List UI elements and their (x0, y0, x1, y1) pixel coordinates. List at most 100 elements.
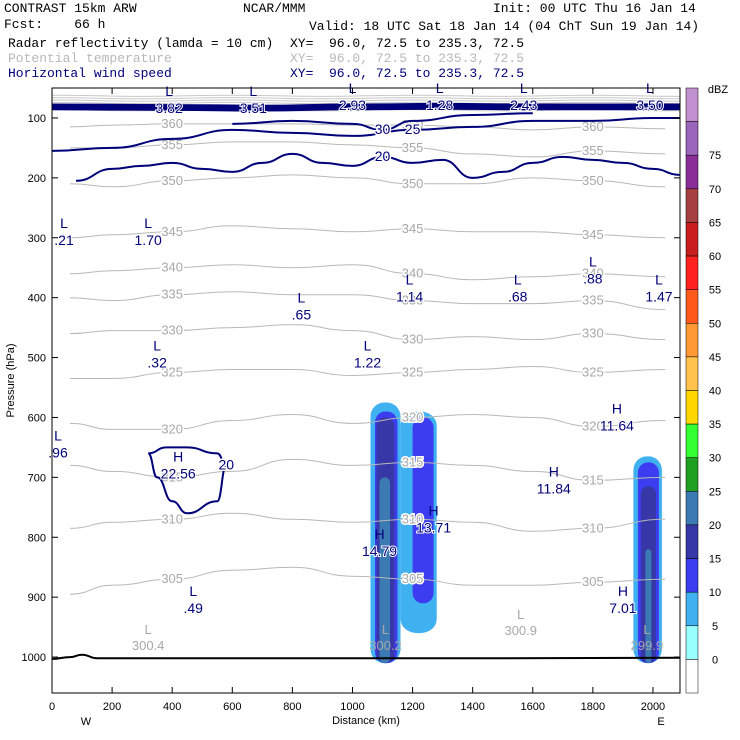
colorbar-swatch (685, 87, 699, 122)
theta-extremum-marker: L (382, 622, 389, 637)
extremum-marker: H (374, 526, 384, 542)
x-tick-label: 0 (49, 701, 55, 713)
valid-time: Valid: 18 UTC Sat 18 Jan 14 (04 ChT Sun … (309, 19, 700, 34)
theta-contour-label: 335 (161, 287, 183, 302)
wind-layer: 20 25 30 20 (51, 102, 681, 515)
theta-contour-label: 350 (582, 173, 604, 188)
theta-contour-label: 330 (161, 323, 183, 338)
center-name: NCAR/MMM (243, 1, 306, 16)
reflectivity-layer (370, 402, 662, 664)
field-label-theta: Potential temperature (8, 51, 172, 66)
theta-contour-label: 330 (402, 332, 424, 347)
theta-contour-label: 350 (161, 173, 183, 188)
colorbar: 0 5 10 15 20 25 30 35 40 45 50 55 60 65 70 75 dBZ (685, 84, 728, 694)
extremum-marker: L (189, 583, 197, 599)
x-tick-label: 200 (103, 701, 121, 713)
theta-extremum-value: 299.9 (631, 638, 664, 653)
wind-speed-contour (51, 117, 680, 152)
field-label-reflectivity: Radar reflectivity (lamda = 10 cm) (8, 36, 274, 51)
theta-contour-label: 305 (402, 571, 424, 586)
theta-contour-label: 355 (402, 140, 424, 155)
y-tick-label: 200 (28, 173, 46, 185)
theta-contour-label: 310 (582, 520, 604, 535)
extremum-marker: L (249, 83, 257, 99)
y-tick-label: 700 (28, 472, 46, 484)
colorbar-swatch (685, 591, 699, 627)
extremum-marker: L (144, 215, 152, 231)
wind-speed-contour (147, 446, 228, 515)
theta-contour-label: 350 (402, 176, 424, 191)
colorbar-swatch (685, 659, 699, 694)
theta-contour (69, 264, 666, 281)
extremum-value: .21 (54, 232, 74, 248)
field-label-wind: Horizontal wind speed (8, 66, 172, 81)
colorbar-level-label: 20 (709, 520, 721, 532)
extremum-value: 1.47 (645, 289, 672, 305)
extremum-value: 14.79 (362, 543, 397, 559)
colorbar-swatch (685, 625, 699, 660)
wind-contour-label: 30 (375, 121, 391, 137)
extrema-labels: L3.82L3.51L2.93L1.28L2.43L3.50L.21L1.70L… (47, 80, 681, 660)
colorbar-level-label: 5 (712, 621, 718, 633)
theta-contour-label: 340 (402, 266, 424, 281)
colorbar-level-label: 75 (709, 150, 721, 162)
colorbar-swatch (685, 121, 699, 156)
colorbar-level-label: 50 (709, 318, 721, 330)
theta-contour-label: 325 (161, 365, 183, 380)
plot-frame (51, 87, 681, 694)
theta-extremum-marker: L (517, 607, 524, 622)
wind-contour-label: 20 (218, 456, 234, 472)
theta-contour-label: 340 (161, 260, 183, 275)
theta-contour-label: 320 (161, 421, 183, 436)
colorbar-level-label: 40 (709, 386, 721, 398)
colorbar-swatch (685, 491, 699, 526)
init-time: Init: 00 UTC Thu 16 Jan 14 (493, 1, 696, 16)
field-xy-wind: XY= 96.0, 72.5 to 235.3, 72.5 (290, 66, 525, 81)
theta-contour-label: 305 (161, 571, 183, 586)
wind-speed-contour (75, 152, 681, 182)
colorbar-level-label: 35 (709, 419, 721, 431)
colorbar-swatch (685, 222, 699, 257)
extremum-marker: H (618, 583, 628, 599)
field-xy-theta: XY= 96.0, 72.5 to 235.3, 72.5 (290, 51, 525, 66)
extremum-value: .96 (48, 444, 68, 460)
y-tick-label: 500 (28, 353, 46, 365)
extremum-marker: L (364, 338, 372, 354)
colorbar-swatch (685, 289, 699, 324)
extremum-marker: L (406, 272, 414, 288)
theta-contour (51, 94, 681, 97)
theta-contour-label: 330 (582, 326, 604, 341)
jet-core-contour (51, 104, 680, 112)
east-label: E (657, 716, 664, 728)
theta-contour-label: 325 (582, 365, 604, 380)
theta-contour (69, 291, 666, 311)
x-tick-label: 400 (163, 701, 181, 713)
theta-contour-label: 320 (582, 418, 604, 433)
colorbar-level-label: 10 (709, 587, 721, 599)
y-tick-label: 1000 (22, 652, 46, 664)
colorbar-level-label: 45 (709, 352, 721, 364)
colorbar-swatch (685, 423, 699, 458)
colorbar-swatch (685, 188, 699, 223)
extremum-marker: L (655, 272, 663, 288)
extremum-marker: H (612, 400, 622, 416)
theta-contour-label: 355 (582, 143, 604, 158)
y-tick-label: 900 (28, 592, 46, 604)
theta-contour (70, 365, 666, 379)
model-name: CONTRAST 15km ARW (4, 1, 137, 16)
extremum-value: 11.84 (537, 480, 571, 496)
theta-contour (70, 141, 666, 158)
colorbar-level-label: 15 (709, 554, 721, 566)
extremum-value: 2.43 (510, 97, 537, 113)
x-tick-label: 1200 (400, 701, 424, 713)
theta-contour-label: 345 (402, 221, 424, 236)
extremum-value: 1.70 (135, 232, 162, 248)
theta-contour-label: 305 (582, 574, 604, 589)
colorbar-unit: dBZ (708, 84, 728, 96)
colorbar-swatch (685, 356, 699, 391)
axes: 0 200 400 600 800 1000 1200 1400 1600 1800 2000 100… (5, 87, 681, 728)
extremum-value: .68 (508, 289, 528, 305)
x-tick-label: 1800 (581, 701, 605, 713)
colorbar-swatch (685, 154, 699, 190)
